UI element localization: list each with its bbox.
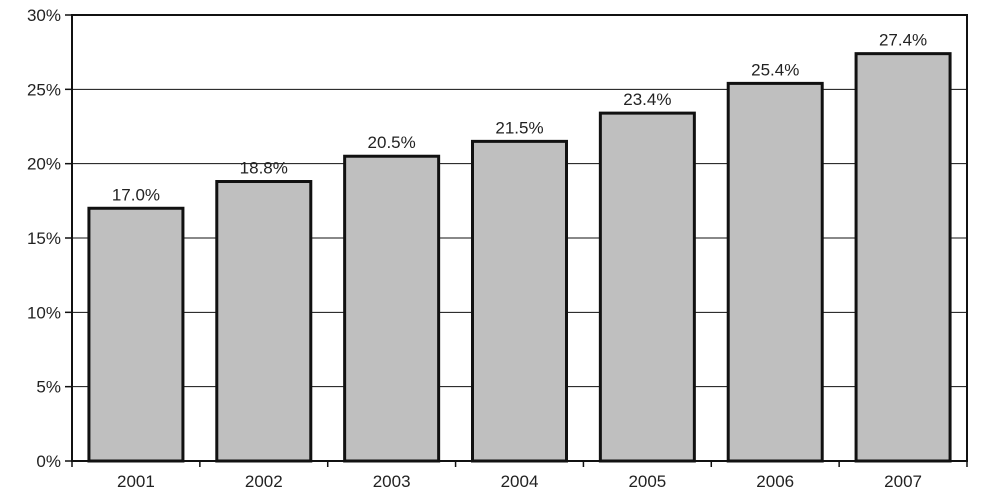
y-tick-label: 0% — [36, 452, 61, 471]
x-tick-label: 2005 — [628, 472, 666, 491]
data-label: 17.0% — [112, 185, 160, 204]
bar — [87, 206, 185, 463]
x-axis-ticks: 2001 2002 2003 2004 2005 2006 2007 — [71, 461, 968, 491]
data-labels: 17.0% 18.8% 20.5% 21.5% 23.4% 25.4% 27.4% — [112, 31, 927, 205]
x-tick-label: 2006 — [756, 472, 794, 491]
bar — [726, 81, 824, 463]
x-tick-label: 2004 — [501, 472, 539, 491]
data-label: 23.4% — [623, 90, 671, 109]
bars — [87, 52, 952, 463]
x-tick-label: 2003 — [373, 472, 411, 491]
y-tick-label: 5% — [36, 378, 61, 397]
data-label: 25.4% — [751, 60, 799, 79]
data-label: 18.8% — [240, 159, 288, 178]
y-tick-label: 15% — [27, 229, 61, 248]
bar — [854, 52, 952, 463]
bar — [598, 111, 696, 463]
y-tick-label: 30% — [27, 6, 61, 25]
data-label: 27.4% — [879, 31, 927, 50]
data-label: 20.5% — [368, 133, 416, 152]
data-label: 21.5% — [495, 118, 543, 137]
bar — [215, 180, 313, 463]
x-tick-label: 2001 — [117, 472, 155, 491]
bar — [343, 154, 441, 463]
x-tick-label: 2007 — [884, 472, 922, 491]
bar — [471, 139, 568, 463]
y-tick-label: 10% — [27, 303, 61, 322]
y-tick-label: 20% — [27, 155, 61, 174]
x-tick-label: 2002 — [245, 472, 283, 491]
y-tick-label: 25% — [27, 80, 61, 99]
y-axis-ticks: 0% 5% 10% 15% 20% 25% 30% — [27, 6, 72, 471]
